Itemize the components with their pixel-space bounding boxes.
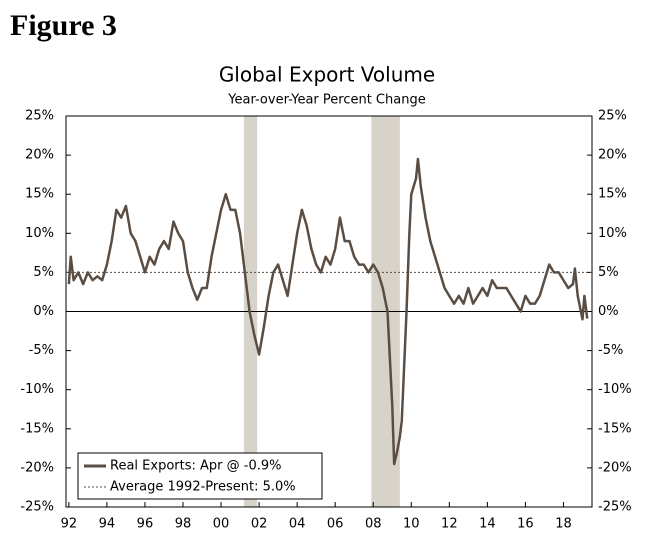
- x-tick-label: 08: [365, 517, 382, 532]
- legend-label: Average 1992-Present: 5.0%: [110, 480, 296, 495]
- chart-subtitle: Year-over-Year Percent Change: [227, 93, 425, 108]
- y-tick-label: 20%: [25, 148, 54, 163]
- y2-tick-label: 25%: [598, 109, 627, 124]
- x-tick-label: 02: [251, 517, 268, 532]
- x-tick-label: 00: [213, 517, 230, 532]
- x-tick-label: 98: [175, 517, 192, 532]
- chart-title: Global Export Volume: [219, 63, 435, 87]
- y2-tick-label: -25%: [598, 500, 632, 515]
- y2-tick-label: -5%: [598, 343, 623, 358]
- x-tick-label: 14: [479, 517, 496, 532]
- x-tick-label: 04: [289, 517, 306, 532]
- y-tick-label: 10%: [25, 226, 54, 241]
- x-tick-label: 18: [555, 517, 572, 532]
- legend-box: [77, 452, 323, 500]
- y-tick-label: 0%: [33, 304, 54, 319]
- y-tick-label: 25%: [25, 109, 54, 124]
- legend-label: Real Exports: Apr @ -0.9%: [110, 459, 281, 474]
- y2-tick-label: 15%: [598, 187, 627, 202]
- y2-tick-label: -15%: [598, 421, 632, 436]
- figure-label: Figure 3: [10, 9, 117, 42]
- y2-tick-label: -10%: [598, 382, 632, 397]
- y-tick-label: 5%: [33, 265, 54, 280]
- y-tick-label: -10%: [20, 382, 54, 397]
- y-tick-label: 15%: [25, 187, 54, 202]
- y2-tick-label: 10%: [598, 226, 627, 241]
- y-tick-label: -15%: [20, 421, 54, 436]
- x-tick-label: 96: [137, 517, 154, 532]
- y-tick-label: -20%: [20, 460, 54, 475]
- series-line: [67, 157, 589, 466]
- x-tick-label: 10: [403, 517, 420, 532]
- x-tick-label: 12: [441, 517, 458, 532]
- x-tick-label: 06: [327, 517, 344, 532]
- y2-tick-label: 0%: [598, 304, 619, 319]
- y2-tick-label: -20%: [598, 460, 632, 475]
- x-tick-label: 16: [517, 517, 534, 532]
- y-tick-label: -5%: [29, 343, 54, 358]
- y-tick-label: -25%: [20, 500, 54, 515]
- x-tick-label: 92: [61, 517, 78, 532]
- x-tick-label: 94: [99, 517, 116, 532]
- y2-tick-label: 20%: [598, 148, 627, 163]
- y2-tick-label: 5%: [598, 265, 619, 280]
